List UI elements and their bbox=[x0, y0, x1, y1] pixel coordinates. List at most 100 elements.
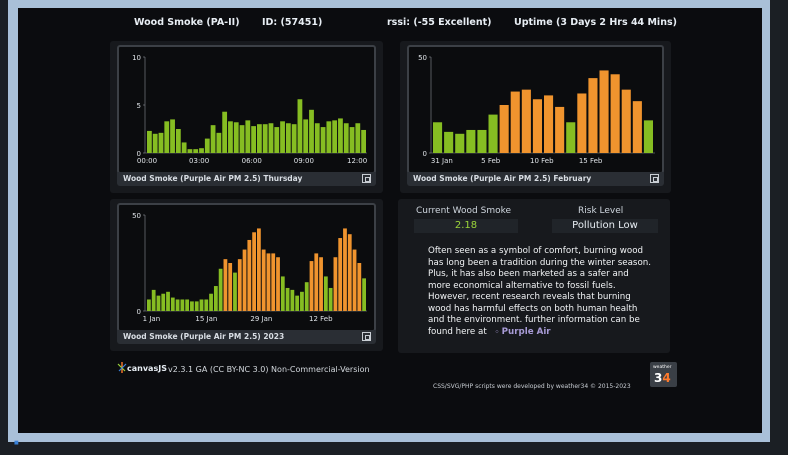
credit-text: CSS/SVG/PHP scripts were developed by we… bbox=[433, 383, 631, 390]
chart-bar bbox=[444, 131, 454, 153]
chart-bar bbox=[194, 301, 199, 311]
chart-bar bbox=[290, 289, 295, 311]
info-paragraph: Often seen as a symbol of comfort, burni… bbox=[428, 246, 652, 337]
chart-bar bbox=[175, 129, 181, 153]
x-tick-label: 00:00 bbox=[137, 157, 157, 165]
chart-bar bbox=[532, 99, 542, 153]
chart-bar bbox=[261, 249, 266, 311]
risk-level-label: Risk Level bbox=[578, 206, 624, 216]
chart-bar bbox=[280, 121, 285, 153]
chart-bar bbox=[245, 120, 251, 153]
chart-bar bbox=[319, 257, 323, 311]
chart-title-february: Wood Smoke (Purple Air PM 2.5) February bbox=[413, 174, 592, 183]
y-tick-label: 10 bbox=[132, 54, 141, 62]
chart-bar bbox=[152, 133, 158, 153]
chart-bar bbox=[455, 133, 465, 153]
expand-icon[interactable] bbox=[362, 174, 371, 183]
weather34-logo: weather 34 bbox=[650, 362, 677, 387]
chart-bar bbox=[233, 272, 237, 311]
chart-panel-february: 0 50 31 Jan 5 Feb 10 Feb 15 Feb Wood Smoke (P… bbox=[400, 41, 671, 193]
chart-bar bbox=[499, 105, 509, 153]
chart-bar bbox=[228, 121, 233, 153]
chart-bar bbox=[216, 132, 222, 153]
chart-bar bbox=[566, 122, 576, 153]
chart-footer-2023: Wood Smoke (Purple Air PM 2.5) 2023 bbox=[117, 330, 376, 344]
chart-bar bbox=[314, 253, 319, 311]
chart-bar bbox=[320, 127, 326, 153]
station-id: ID: (57451) bbox=[262, 17, 323, 28]
chart-bar bbox=[349, 127, 355, 153]
chart-bar bbox=[343, 228, 347, 311]
chart-2023: 0 50 1 Jan 15 Jan 29 Jan 12 Feb bbox=[132, 212, 367, 323]
chart-bar bbox=[295, 295, 300, 311]
x-tick-label: 12 Feb bbox=[309, 315, 333, 323]
chart-bar bbox=[332, 120, 338, 153]
chart-bar bbox=[233, 122, 239, 153]
chart-title-2023: Wood Smoke (Purple Air PM 2.5) 2023 bbox=[123, 332, 285, 341]
chart-bar bbox=[328, 287, 333, 311]
chart-bar bbox=[276, 257, 280, 311]
current-smoke-value: 2.18 bbox=[414, 219, 518, 233]
chart-bar bbox=[433, 122, 443, 153]
canvasjs-version: v2.3.1 GA (CC BY-NC 3.0) Non-Commercial-… bbox=[168, 365, 370, 374]
chart-bar bbox=[170, 297, 175, 311]
chart-bar bbox=[577, 93, 587, 153]
x-tick-label: 29 Jan bbox=[250, 315, 272, 323]
risk-level-value: Pollution Low bbox=[552, 219, 658, 233]
chart-bar bbox=[147, 130, 152, 153]
chart-bar bbox=[610, 74, 620, 153]
chart-bar bbox=[271, 253, 276, 311]
chart-bar bbox=[285, 123, 291, 153]
chart-bar bbox=[326, 121, 332, 153]
chart-bar bbox=[228, 263, 233, 311]
chart-bar bbox=[190, 301, 194, 311]
chart-bar bbox=[164, 121, 170, 153]
chart-bar bbox=[323, 276, 328, 311]
chart-panel-2023: 0 50 1 Jan 15 Jan 29 Jan 12 Feb Wood Smoke (P… bbox=[110, 199, 383, 351]
chart-bar bbox=[251, 126, 256, 153]
x-tick-label: 12:00 bbox=[347, 157, 367, 165]
chart-bar bbox=[588, 78, 598, 153]
chart-bar bbox=[510, 91, 520, 153]
chart-bar bbox=[158, 132, 164, 153]
chart-bar bbox=[297, 99, 303, 153]
chart-bar bbox=[181, 142, 187, 153]
chart-bar bbox=[300, 291, 304, 311]
chart-bar bbox=[210, 125, 216, 153]
y-tick-label: 0 bbox=[137, 308, 141, 316]
chart-bar bbox=[274, 127, 280, 153]
chart-bar bbox=[252, 232, 256, 311]
purple-air-link[interactable]: ◦ Purple Air bbox=[494, 326, 551, 337]
chart-footer-february: Wood Smoke (Purple Air PM 2.5) February bbox=[407, 172, 664, 186]
chart-thursday: 0 5 10 00:00 03:00 06:00 09:00 12:00 bbox=[132, 54, 367, 165]
chart-bar bbox=[361, 129, 366, 153]
chart-bar bbox=[175, 299, 180, 311]
chart-bar bbox=[555, 106, 565, 153]
chart-bar bbox=[309, 109, 314, 153]
x-tick-label: 10 Feb bbox=[530, 157, 554, 165]
canvasjs-brand: canvasJS bbox=[127, 364, 167, 373]
chart-panel-thursday: 0 5 10 00:00 03:00 06:00 09:00 12:00 Wood Smoke… bbox=[110, 41, 383, 193]
expand-icon[interactable] bbox=[650, 174, 659, 183]
chart-bar bbox=[257, 124, 262, 153]
chart-bar bbox=[352, 249, 357, 311]
chart-bar bbox=[257, 228, 261, 311]
y-tick-label: 50 bbox=[132, 212, 141, 220]
chart-bar bbox=[338, 118, 343, 153]
chart-bar bbox=[355, 123, 361, 153]
chart-bar bbox=[632, 101, 642, 153]
chart-bar bbox=[466, 129, 476, 153]
chart-february: 0 50 31 Jan 5 Feb 10 Feb 15 Feb bbox=[418, 54, 655, 165]
chart-bar bbox=[347, 234, 352, 311]
x-tick-label: 03:00 bbox=[189, 157, 209, 165]
chart-bar bbox=[199, 299, 204, 311]
chart-bar bbox=[223, 259, 228, 311]
expand-icon[interactable] bbox=[362, 332, 371, 341]
chart-bar bbox=[477, 129, 487, 153]
uptime-status: Uptime (3 Days 2 Hrs 44 Mins) bbox=[514, 17, 677, 28]
chart-bar bbox=[147, 299, 151, 311]
chart-bar bbox=[185, 299, 190, 311]
chart-bar bbox=[303, 119, 309, 153]
chart-bar bbox=[544, 95, 554, 153]
chart-bar bbox=[218, 268, 223, 311]
